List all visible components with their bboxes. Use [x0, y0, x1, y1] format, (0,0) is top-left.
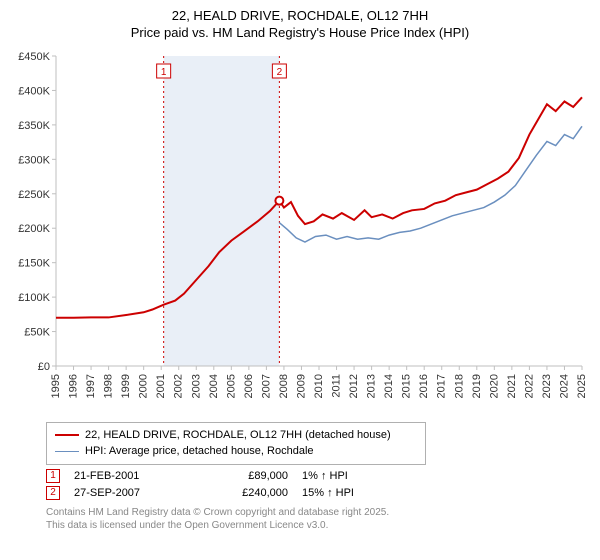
x-tick-label: 2004 — [208, 374, 220, 398]
marker-price: 21-FEB-2001 — [74, 470, 184, 482]
x-tick-label: 2003 — [190, 374, 202, 398]
x-tick-label: 2021 — [506, 374, 518, 398]
marker-row: 121-FEB-2001£89,0001% ↑ HPI — [46, 469, 590, 483]
chart-title: 22, HEALD DRIVE, ROCHDALE, OL12 7HH Pric… — [10, 8, 590, 42]
y-tick-label: £300K — [18, 154, 50, 166]
title-line1: 22, HEALD DRIVE, ROCHDALE, OL12 7HH — [10, 8, 590, 25]
line-chart: £0 £50K £100K £150K £200K £250K £300K £350K £400… — [10, 46, 590, 416]
y-tick-label: £450K — [18, 51, 50, 63]
y-tick-label: £0 — [38, 361, 50, 373]
x-tick-label: 2008 — [278, 374, 290, 398]
y-tick-label: £200K — [18, 223, 50, 235]
data-point — [275, 196, 283, 204]
x-tick-label: 2012 — [348, 374, 360, 398]
x-tick-label: 2013 — [366, 374, 378, 398]
x-tick-label: 2024 — [558, 374, 570, 398]
footer-line1: Contains HM Land Registry data © Crown c… — [46, 506, 590, 519]
marker-badge-label: 1 — [161, 67, 167, 78]
legend-swatch — [55, 434, 79, 436]
x-tick-label: 2006 — [243, 374, 255, 398]
x-tick-label: 2025 — [576, 374, 588, 398]
x-tick-label: 2001 — [155, 374, 167, 398]
y-tick-label: £400K — [18, 85, 50, 97]
x-tick-label: 1999 — [120, 374, 132, 398]
x-tick-label: 2017 — [436, 374, 448, 398]
marker-pct: 15% ↑ HPI — [302, 487, 402, 499]
legend-label: HPI: Average price, detached house, Roch… — [85, 443, 314, 460]
series-hpi — [279, 126, 582, 242]
x-tick-label: 1996 — [68, 374, 80, 398]
footer-line2: This data is licensed under the Open Gov… — [46, 519, 590, 532]
legend-item: HPI: Average price, detached house, Roch… — [55, 443, 417, 460]
marker-row: 227-SEP-2007£240,00015% ↑ HPI — [46, 486, 590, 500]
marker-price: 27-SEP-2007 — [74, 487, 184, 499]
legend-swatch — [55, 451, 79, 453]
x-tick-label: 2020 — [488, 374, 500, 398]
footer-text: Contains HM Land Registry data © Crown c… — [46, 506, 590, 532]
y-tick-label: £350K — [18, 120, 50, 132]
x-tick-label: 2015 — [401, 374, 413, 398]
marker-pct: 1% ↑ HPI — [302, 470, 402, 482]
y-tick-label: £150K — [18, 257, 50, 269]
legend-item: 22, HEALD DRIVE, ROCHDALE, OL12 7HH (det… — [55, 427, 417, 444]
shaded-band — [164, 56, 280, 366]
x-tick-label: 1998 — [103, 374, 115, 398]
x-tick-label: 1995 — [50, 374, 62, 398]
chart-area: £0 £50K £100K £150K £200K £250K £300K £350K £400… — [10, 46, 590, 416]
x-tick-label: 2002 — [173, 374, 185, 398]
x-tick-label: 2000 — [138, 374, 150, 398]
x-tick-label: 2022 — [523, 374, 535, 398]
marker-badge: 1 — [46, 469, 60, 483]
x-tick-label: 1997 — [85, 374, 97, 398]
legend-label: 22, HEALD DRIVE, ROCHDALE, OL12 7HH (det… — [85, 427, 391, 444]
marker-badge: 2 — [46, 486, 60, 500]
y-tick-label: £100K — [18, 292, 50, 304]
y-tick-label: £50K — [24, 326, 50, 338]
x-tick-label: 2018 — [453, 374, 465, 398]
x-tick-label: 2009 — [295, 374, 307, 398]
x-tick-label: 2010 — [313, 374, 325, 398]
x-tick-label: 2023 — [541, 374, 553, 398]
x-tick-label: 2007 — [260, 374, 272, 398]
marker-badge-label: 2 — [277, 67, 283, 78]
x-tick-label: 2019 — [471, 374, 483, 398]
x-tick-label: 2005 — [225, 374, 237, 398]
title-line2: Price paid vs. HM Land Registry's House … — [10, 25, 590, 42]
x-tick-label: 2016 — [418, 374, 430, 398]
legend-box: 22, HEALD DRIVE, ROCHDALE, OL12 7HH (det… — [46, 422, 426, 465]
x-tick-label: 2014 — [383, 374, 395, 398]
y-tick-label: £250K — [18, 189, 50, 201]
series-price_paid — [56, 97, 582, 317]
x-tick-label: 2011 — [331, 374, 343, 398]
